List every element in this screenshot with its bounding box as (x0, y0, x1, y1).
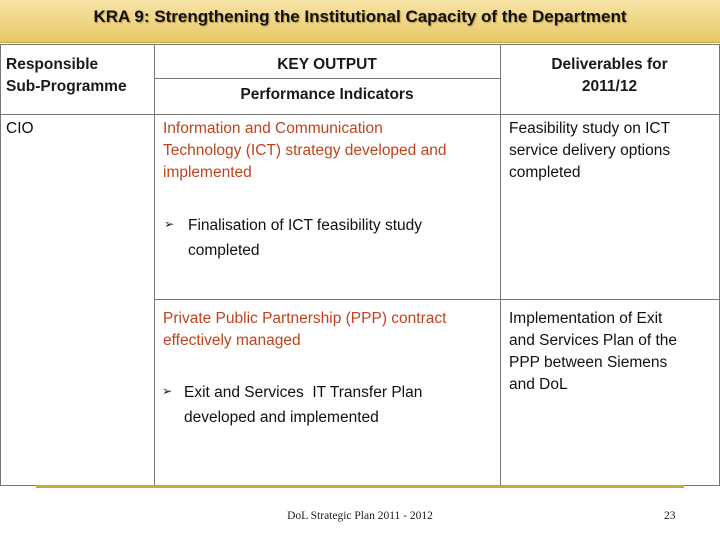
header-responsible-line1: Responsible (6, 56, 99, 73)
row2-indicator-line2: developed and implemented (184, 409, 379, 426)
row1-bullet-icon: ➢ (164, 217, 175, 231)
row2-key-output: Private Public Partnership (PPP) contrac… (163, 308, 446, 352)
slide-title: KRA 9: Strengthening the Institutional C… (93, 7, 627, 26)
header-responsible-line2: Sub-Programme (6, 78, 127, 95)
row1-indicator-line2: completed (188, 242, 260, 259)
row2-deliverable-line4: and DoL (509, 376, 568, 393)
row2-output-line2: effectively managed (163, 332, 301, 349)
header-performance-indicators: Performance Indicators (240, 86, 414, 103)
sub-programme-cell: CIO (6, 120, 34, 137)
row1-deliverable-line3: completed (509, 164, 581, 181)
header-deliverables-line1: Deliverables for (551, 56, 668, 73)
col-divider-2 (500, 44, 501, 485)
row1-key-output: Information and Communication Technology… (163, 118, 446, 184)
header-bottom-line (0, 114, 719, 115)
header-split-line (154, 78, 500, 79)
header-key-output: KEY OUTPUT (277, 56, 377, 73)
row2-deliverable: Implementation of Exit and Services Plan… (509, 308, 677, 396)
header-responsible: Responsible Sub-Programme (6, 54, 127, 98)
row2-output-line1: Private Public Partnership (PPP) contrac… (163, 310, 447, 327)
row1-output-line3: implemented (163, 164, 252, 181)
row1-deliverable: Feasibility study on ICT service deliver… (509, 118, 670, 184)
header-deliverables: Deliverables for 2011/12 (500, 54, 719, 98)
row2-deliverable-line1: Implementation of Exit (509, 310, 663, 327)
header-deliverables-line2: 2011/12 (581, 78, 638, 95)
col-divider-1 (154, 44, 155, 485)
row1-output-line1: Information and Communication (163, 120, 383, 137)
row1-indicator: Finalisation of ICT feasibility study co… (188, 213, 422, 263)
footer-page-number: 23 (664, 510, 676, 522)
footer-rule (36, 485, 684, 488)
footer-document-name: DoL Strategic Plan 2011 - 2012 (287, 510, 433, 522)
row1-output-line2: Technology (ICT) strategy developed and (163, 142, 447, 159)
title-bar: KRA 9: Strengthening the Institutional C… (0, 0, 720, 43)
row1-indicator-line1: Finalisation of ICT feasibility study (188, 217, 423, 234)
row1-deliverable-line1: Feasibility study on ICT (509, 120, 671, 137)
row1-deliverable-line2: service delivery options (509, 142, 671, 159)
row-divider (154, 299, 719, 300)
row2-indicator: Exit and Services IT Transfer Plan devel… (184, 380, 422, 430)
row2-indicator-line1: Exit and Services IT Transfer Plan (184, 384, 423, 401)
row2-deliverable-line2: and Services Plan of the (509, 332, 678, 349)
row2-deliverable-line3: PPP between Siemens (509, 354, 668, 371)
row2-bullet-icon: ➢ (162, 384, 173, 398)
